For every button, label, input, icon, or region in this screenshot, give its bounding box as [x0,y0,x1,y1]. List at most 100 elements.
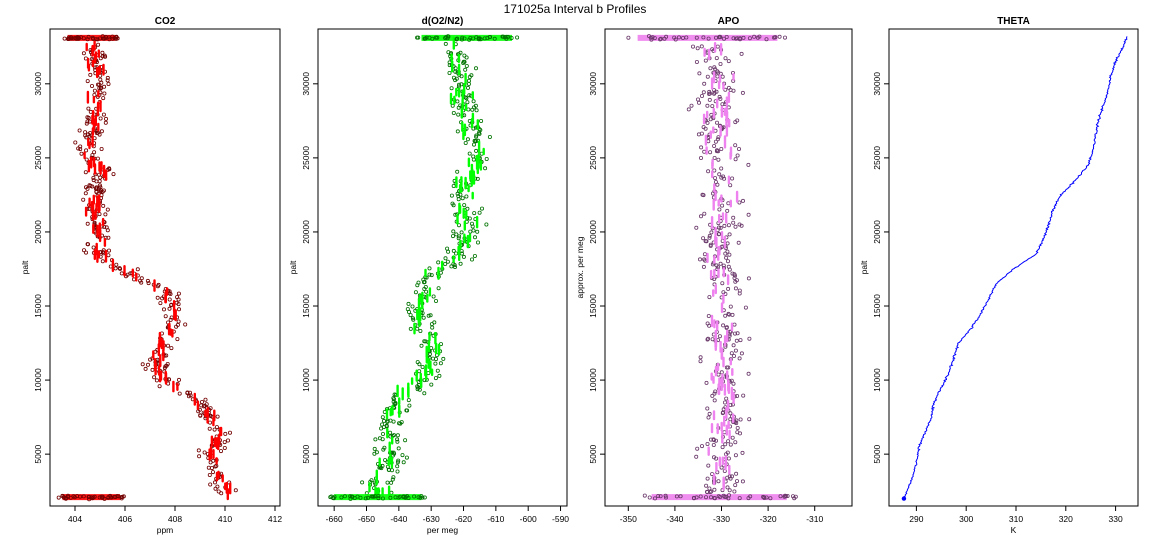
data-point [471,157,476,162]
data-point [391,475,396,480]
data-point [695,446,700,451]
data-point [455,129,460,134]
data-point [393,400,398,405]
data-point [724,494,729,499]
data-point [727,493,732,498]
data-point [374,450,379,455]
data-point [450,234,455,239]
data-point [426,313,431,318]
data-point [718,261,723,266]
data-point [699,155,704,160]
data-point [155,295,160,300]
data-point [373,437,378,442]
data-point [726,259,731,264]
data-point [389,468,394,473]
data-point [431,294,436,299]
data-point [733,440,738,445]
data-point [762,495,767,500]
data-point [741,198,746,203]
data-point [726,439,731,444]
y-tick-label: 10000 [301,368,311,392]
data-point [707,97,712,102]
data-point [706,169,711,174]
data-point [724,255,729,260]
data-point [705,103,710,108]
data-point [735,430,740,435]
data-point [107,167,112,172]
panel-title: CO2 [155,16,176,27]
y-axis-label: palt [20,260,30,274]
data-point [187,390,192,395]
data-point [441,356,446,361]
data-point [78,144,83,149]
data-point [471,105,476,110]
data-point [727,488,732,493]
data-point [100,495,105,500]
data-point [385,480,390,485]
data-point [734,418,739,423]
y-tick-label: 20000 [33,220,43,244]
data-point [726,456,731,461]
data-point [388,430,393,435]
data-point [717,334,722,339]
data-point [225,438,230,443]
data-point [705,476,710,481]
data-point [202,403,207,408]
plot-frame [888,28,1139,507]
data-point [720,445,725,450]
data-point [716,372,721,377]
data-point [716,157,721,162]
data-point [472,211,477,216]
data-point [461,61,466,66]
data-point [739,51,744,56]
data-point [433,361,438,366]
data-point [395,439,400,444]
data-point [710,104,715,109]
data-point [738,417,743,422]
data-point [398,421,403,426]
data-point [177,391,182,396]
data-point [87,497,92,502]
data-point [729,351,734,356]
data-point [427,266,432,271]
data-point [746,162,751,167]
data-point [97,179,102,184]
data-point [452,264,457,269]
data-point [698,257,703,262]
data-point [94,130,99,135]
y-tick-label: 15000 [872,294,882,318]
data-point [85,115,90,120]
data-point [449,86,454,91]
data-point [719,465,724,470]
data-point [355,494,360,499]
data-point [106,235,111,240]
data-point [706,36,711,41]
data-point [718,225,723,230]
x-axis-label: per meg [427,525,458,535]
data-point [727,232,732,237]
data-point [479,119,484,124]
data-point [223,431,228,436]
data-point [104,116,109,121]
panel-apo: APO -350 -340 -330 -320 -310 5000 10000 15000 200… [575,16,853,524]
data-point [707,233,712,238]
data-point [429,382,434,387]
data-point [459,230,464,235]
data-point [650,35,655,40]
data-point [176,377,181,382]
data-point [715,74,720,79]
data-point [436,286,441,291]
data-point [689,103,694,108]
data-point [78,147,83,152]
data-point [395,464,400,469]
data-point [103,36,108,41]
data-point [213,486,218,491]
data-point [681,36,686,41]
data-point [730,176,735,181]
data-point [164,363,169,368]
data-point [167,297,172,302]
y-tick-label: 5000 [301,444,311,463]
data-point [383,458,388,463]
data-point [734,338,739,343]
data-point [705,74,710,79]
